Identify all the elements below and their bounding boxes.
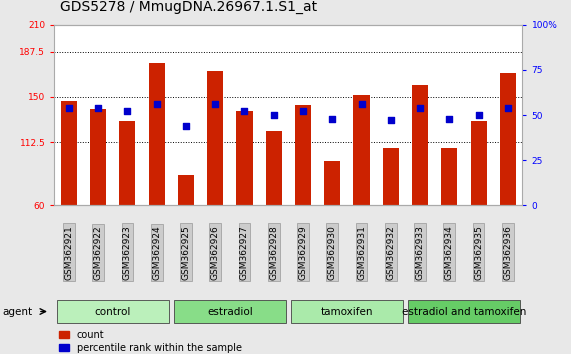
Text: GSM362936: GSM362936 [503,225,512,280]
Point [240,109,249,114]
Point [386,118,395,123]
FancyBboxPatch shape [408,299,520,324]
Text: tamoxifen: tamoxifen [321,307,373,316]
Legend: count, percentile rank within the sample: count, percentile rank within the sample [59,330,242,353]
Bar [178,175,194,205]
Text: GSM362932: GSM362932 [386,225,395,280]
Bar [148,63,164,205]
Point [211,101,220,107]
Bar [207,70,223,205]
Text: GSM362925: GSM362925 [182,225,191,280]
Bar [295,105,311,205]
Point [269,112,278,118]
Text: control: control [95,307,131,316]
Point [357,101,366,107]
FancyBboxPatch shape [57,299,169,324]
Bar [471,121,486,205]
Bar [500,73,516,205]
Point [474,112,483,118]
Point [94,105,103,111]
Text: GSM362926: GSM362926 [211,225,220,280]
Text: GSM362931: GSM362931 [357,225,366,280]
Text: GSM362929: GSM362929 [299,225,308,280]
Point [152,101,161,107]
Bar [90,109,106,205]
Text: GSM362927: GSM362927 [240,225,249,280]
Point [299,109,308,114]
Point [65,105,74,111]
Bar [324,161,340,205]
Text: GSM362924: GSM362924 [152,225,161,280]
Text: GSM362922: GSM362922 [94,225,103,280]
Point [416,105,425,111]
Text: GDS5278 / MmugDNA.26967.1.S1_at: GDS5278 / MmugDNA.26967.1.S1_at [60,0,317,14]
Bar [412,85,428,205]
Point [182,123,191,129]
Text: GSM362930: GSM362930 [328,225,337,280]
Text: GSM362923: GSM362923 [123,225,132,280]
Text: GSM362933: GSM362933 [416,225,425,280]
Bar [236,112,252,205]
Bar [61,101,77,205]
Text: GSM362928: GSM362928 [269,225,278,280]
Text: GSM362934: GSM362934 [445,225,454,280]
Bar [266,131,282,205]
Point [328,116,337,121]
Bar [119,121,135,205]
Text: estradiol: estradiol [207,307,253,316]
Bar [353,95,369,205]
Bar [383,148,399,205]
Point [445,116,454,121]
Bar [441,148,457,205]
Text: agent: agent [3,307,33,316]
Text: GSM362921: GSM362921 [65,225,74,280]
Point [503,105,512,111]
FancyBboxPatch shape [174,299,286,324]
Text: estradiol and tamoxifen: estradiol and tamoxifen [402,307,526,316]
FancyBboxPatch shape [291,299,403,324]
Point [123,109,132,114]
Text: GSM362935: GSM362935 [474,225,483,280]
